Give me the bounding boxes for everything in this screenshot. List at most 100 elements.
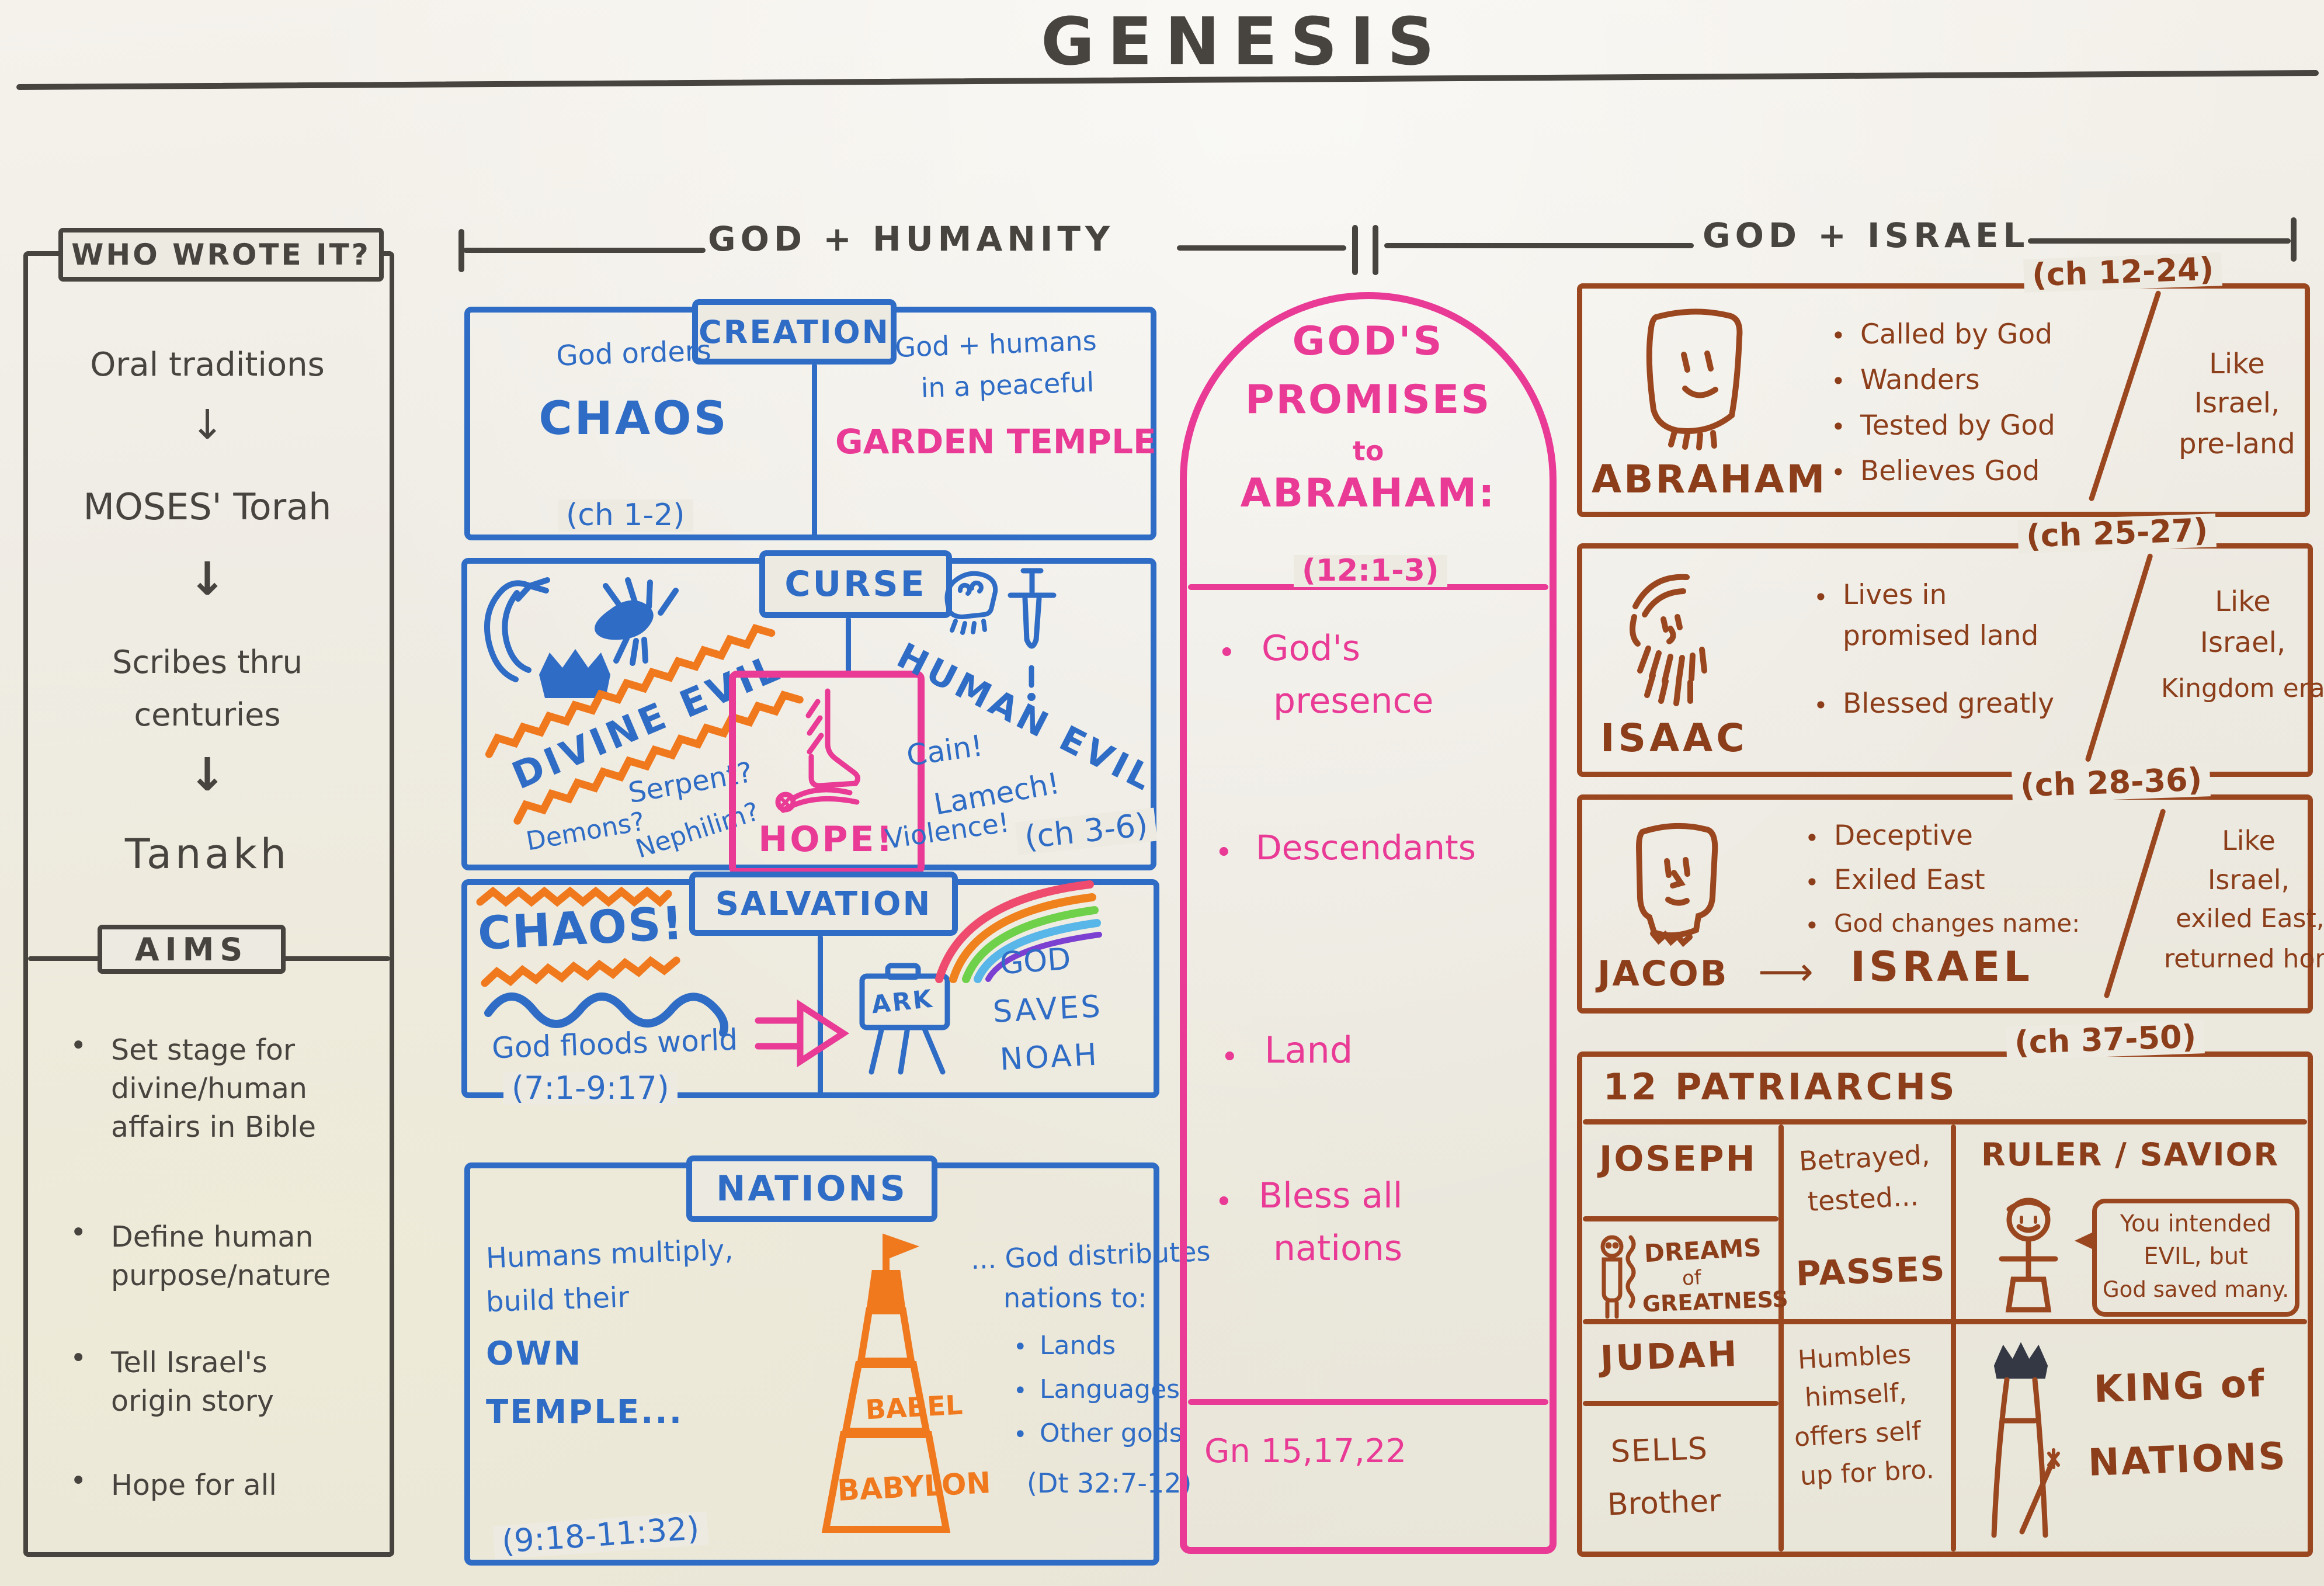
nations-left-3: OWN (486, 1335, 583, 1373)
patriarchs-title-divider (1583, 1119, 2307, 1125)
dagger-icon (1008, 568, 1057, 701)
winged-serpent-crown-drawing (484, 577, 679, 698)
bullet-dot: • (1805, 911, 1819, 940)
isaac-note-1: Like (2215, 585, 2271, 618)
ark-label: ARK (870, 984, 935, 1019)
judah-humbles-4: up for bro. (1799, 1455, 1935, 1491)
promises-title-2: PROMISES (1245, 377, 1492, 423)
abraham-ref: (ch 12-24) (2023, 251, 2223, 293)
bullet-dot: • (70, 1216, 87, 1249)
step-tanakh: Tanakh (124, 830, 290, 878)
isaac-bullet-2: Blessed greatly (1843, 688, 2055, 720)
bullet-dot: • (1805, 824, 1819, 852)
divider-bar-1 (1352, 225, 1358, 275)
jacob-note-2: Israel, (2207, 864, 2290, 896)
patriarchs-col-divider-2 (1951, 1125, 1956, 1552)
israel-header-label: GOD + ISRAEL (1703, 216, 2030, 255)
king-label-2: NATIONS (2087, 1435, 2288, 1485)
promise-land: Land (1265, 1029, 1353, 1071)
zigzag-line (476, 886, 672, 907)
patriarchs-row-divider (1583, 1319, 2307, 1324)
abraham-bullet-4: Believes God (1860, 455, 2040, 487)
aims-bullet-4: Hope for all (111, 1469, 277, 1502)
step-oral-traditions: Oral traditions (90, 346, 325, 384)
bullet-dot: • (1831, 412, 1846, 441)
abraham-bullet-1: Called by God (1860, 318, 2053, 350)
creation-chaos: CHAOS (539, 393, 729, 445)
bullet-dot: • (1831, 321, 1846, 350)
abraham-bullet-3: Tested by God (1860, 409, 2055, 442)
jacob-figure-drawing (1635, 823, 1718, 948)
jacob-old-name: JUDAHJACOB (1597, 955, 1729, 993)
humanity-line-left (463, 248, 706, 253)
divine-evil-block: DIVINE EVIL (480, 611, 819, 828)
zigzag-line (513, 690, 804, 825)
israel-line-right (2028, 238, 2291, 244)
promise-bless-1: Bless all (1259, 1175, 1403, 1216)
curse-title: CURSE (784, 564, 927, 605)
abraham-name: ABRAHAM (1592, 457, 1828, 502)
joseph-passes: PASSES (1795, 1248, 1947, 1294)
zigzag-line (485, 623, 776, 758)
ruler-speech-bubble (2092, 1199, 2299, 1317)
hope-label: HOPE! (758, 819, 895, 860)
abraham-note-3: pre-land (2179, 428, 2295, 460)
babel-tower-drawing (821, 1233, 951, 1533)
nations-left-2: build their (485, 1280, 630, 1319)
bullet-dot: • (1831, 458, 1846, 487)
bullet-dot: • (1013, 1377, 1027, 1404)
arrow-right-icon (755, 999, 850, 1068)
jacob-bullet-1: Deceptive (1834, 820, 1973, 852)
bullet-dot: • (70, 1464, 87, 1497)
fist-icon (944, 571, 998, 635)
judah-humbles-2: himself, (1804, 1377, 1908, 1413)
divider-bar-2 (1373, 225, 1378, 275)
aims-titlebox: AIMS (98, 925, 286, 974)
nations-title: NATIONS (716, 1168, 908, 1209)
jacob-arrow-icon: ⟶ (1758, 949, 1814, 994)
down-arrow-icon: ↓ (190, 401, 225, 449)
bullet-dot: • (1215, 1185, 1233, 1220)
nations-bullet-1: Lands (1040, 1331, 1116, 1361)
jacob-note-1: Like (2222, 825, 2276, 856)
babel-label: BABEL (864, 1389, 964, 1426)
isaac-note-2: Israel, (2200, 626, 2286, 659)
creation-stem (812, 363, 817, 537)
jacob-bullet-3: God changes name: (1834, 909, 2080, 938)
abraham-bullet-2: Wanders (1860, 364, 1980, 396)
jacob-note-3: exiled East, (2176, 904, 2324, 933)
isaac-bullet-1a: Lives in (1843, 579, 1947, 611)
ruler-figure-drawing (1999, 1198, 2058, 1313)
nations-bullet-2: Languages (1040, 1375, 1180, 1404)
promise-descendants: Descendants (1256, 828, 1476, 867)
jacob-bullet-2: Exiled East (1834, 864, 1985, 896)
aims-bullet-1: Set stage for divine/human affairs in Bi… (111, 1033, 317, 1144)
step-scribes-2: centuries (134, 696, 281, 733)
joseph-betrayed-2: tested... (1807, 1180, 1919, 1217)
saves-line-2: SAVES (992, 989, 1104, 1030)
promise-presence-2: presence (1273, 681, 1434, 721)
curse-stem (846, 617, 851, 673)
tablet-divider-bottom (1188, 1399, 1548, 1405)
ruler-speech-bubble-tail (2075, 1231, 2094, 1250)
abraham-note-1: Like (2209, 348, 2265, 380)
bullet-dot: • (1831, 367, 1846, 395)
aims-title: AIMS (134, 931, 249, 968)
bullet-dot: • (1814, 583, 1828, 612)
king-label-1: KING of (2093, 1362, 2267, 1412)
promises-footer-ref: Gn 15,17,22 (1204, 1432, 1407, 1470)
isaac-figure-drawing (1630, 574, 1707, 706)
ark-easel-drawing (859, 963, 950, 1075)
chaos-flood-label: CHAOS! (476, 897, 686, 961)
jacob-note-4: returned home (2164, 944, 2324, 974)
promise-presence-1: God's (1262, 628, 1361, 669)
ruler-savior-label: RULER / SAVIOR (1981, 1136, 2280, 1173)
creation-titlebox: CREATION (692, 299, 897, 365)
bullet-dot: • (1215, 835, 1233, 870)
jacob-name-text: JACOB (1597, 953, 1729, 994)
promises-title-1: GOD'S (1292, 318, 1444, 365)
creation-ref: (ch 1-2) (558, 499, 693, 532)
judah-sells-1: SELLS (1610, 1431, 1709, 1470)
step-moses-torah: MOSES' Torah (83, 485, 332, 528)
creation-title: CREATION (699, 313, 890, 350)
